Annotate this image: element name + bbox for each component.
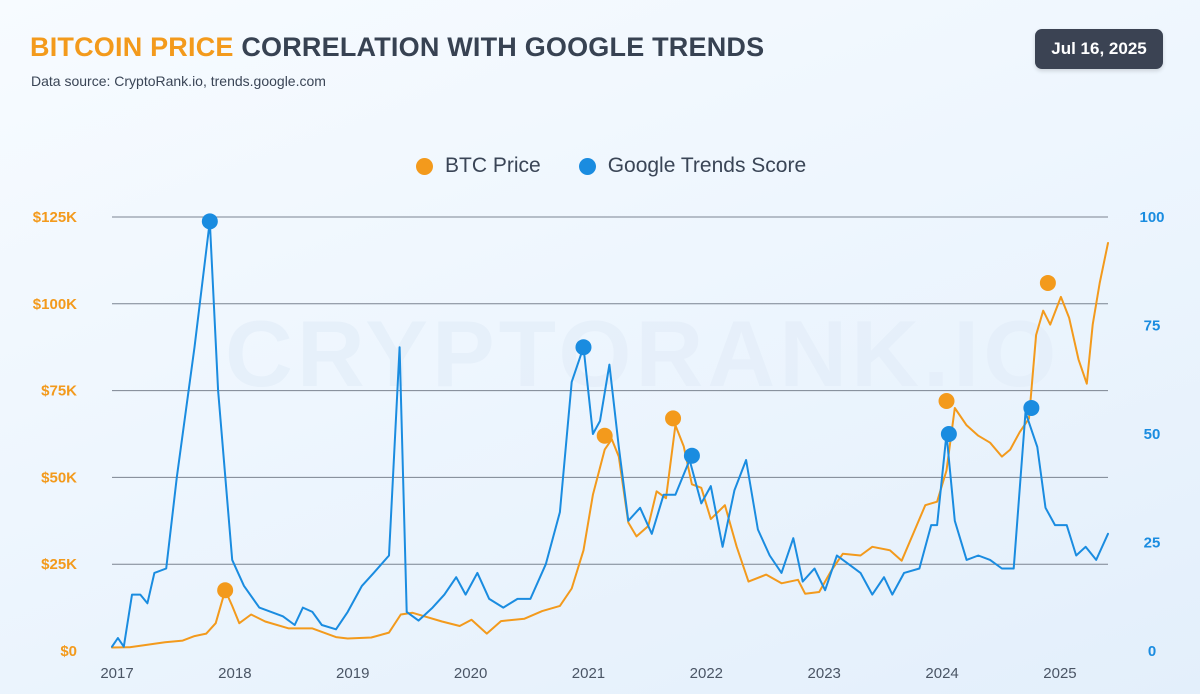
data-source: Data source: CryptoRank.io, trends.googl… bbox=[31, 73, 326, 89]
x-tick-label: 2021 bbox=[572, 665, 605, 682]
google-trends-line bbox=[111, 220, 1109, 648]
y-left-tick-label: $50K bbox=[41, 469, 77, 486]
chart-title: BITCOIN PRICE CORRELATION WITH GOOGLE TR… bbox=[30, 32, 764, 63]
trends-peak-marker bbox=[683, 447, 700, 464]
x-tick-label: 2022 bbox=[690, 665, 723, 682]
btc-peak-marker bbox=[665, 410, 682, 427]
legend: BTC Price Google Trends Score bbox=[416, 154, 806, 178]
title-accent: BITCOIN PRICE bbox=[30, 32, 234, 62]
x-tick-label: 2018 bbox=[218, 665, 251, 682]
trends-peak-marker bbox=[1023, 399, 1040, 416]
y-left-tick-label: $125K bbox=[33, 209, 77, 226]
y-right-tick-label: 0 bbox=[1148, 643, 1156, 660]
x-tick-label: 2017 bbox=[100, 665, 133, 682]
legend-label-btc: BTC Price bbox=[445, 154, 541, 177]
y-left-tick-label: $25K bbox=[41, 556, 77, 573]
btc-peak-marker bbox=[217, 582, 234, 599]
btc-peak-marker bbox=[1039, 274, 1056, 291]
btc-peak-marker bbox=[938, 393, 955, 410]
x-tick-label: 2020 bbox=[454, 665, 487, 682]
y-right-tick-label: 25 bbox=[1144, 535, 1161, 552]
legend-item-trends[interactable]: Google Trends Score bbox=[578, 154, 807, 178]
x-tick-label: 2024 bbox=[925, 665, 958, 682]
trends-peak-marker bbox=[201, 213, 218, 230]
y-right-tick-label: 100 bbox=[1139, 209, 1164, 226]
legend-dot-btc-icon bbox=[416, 157, 433, 175]
legend-item-btc[interactable]: BTC Price bbox=[416, 154, 541, 178]
title-rest: CORRELATION WITH GOOGLE TRENDS bbox=[241, 32, 765, 62]
y-left-tick-label: $100K bbox=[33, 296, 77, 313]
trends-peak-marker bbox=[575, 339, 592, 356]
trends-peak-marker bbox=[940, 426, 957, 442]
x-tick-label: 2023 bbox=[808, 665, 841, 682]
y-left-tick-label: $0 bbox=[60, 643, 77, 660]
y-left-tick-label: $75K bbox=[41, 383, 77, 400]
legend-label-trends: Google Trends Score bbox=[607, 154, 807, 177]
x-tick-label: 2025 bbox=[1043, 665, 1076, 682]
btc-price-line bbox=[111, 242, 1109, 649]
y-right-tick-label: 75 bbox=[1144, 318, 1161, 335]
x-tick-label: 2019 bbox=[336, 665, 369, 682]
btc-peak-marker bbox=[596, 427, 613, 444]
y-right-tick-label: 50 bbox=[1144, 426, 1161, 443]
date-badge: Jul 16, 2025 bbox=[1035, 29, 1163, 69]
legend-dot-trends-icon bbox=[578, 157, 596, 175]
